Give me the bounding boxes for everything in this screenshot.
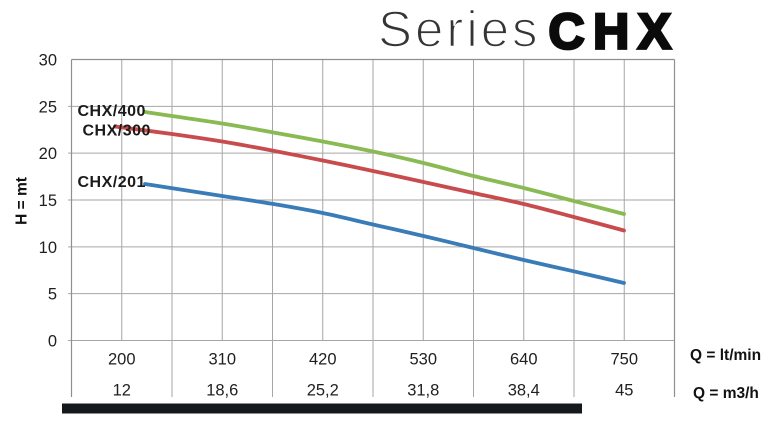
svg-text:31,8: 31,8 (407, 382, 439, 400)
svg-text:10: 10 (39, 239, 57, 257)
svg-text:420: 420 (309, 351, 337, 369)
svg-text:CHX/201: CHX/201 (78, 174, 146, 191)
svg-text:200: 200 (108, 351, 136, 369)
svg-text:640: 640 (510, 351, 538, 369)
svg-text:310: 310 (208, 351, 236, 369)
svg-text:0: 0 (48, 333, 57, 351)
svg-text:CHX/300: CHX/300 (83, 122, 151, 139)
svg-text:CHX/400: CHX/400 (78, 103, 146, 120)
svg-text:H = mt: H = mt (14, 177, 31, 225)
svg-text:5: 5 (48, 286, 57, 304)
svg-text:530: 530 (409, 351, 437, 369)
svg-text:Series: Series (378, 1, 541, 58)
svg-text:20: 20 (39, 145, 57, 163)
svg-text:45: 45 (615, 382, 633, 400)
svg-text:25,2: 25,2 (307, 382, 339, 400)
svg-text:Q = m3/h: Q = m3/h (693, 385, 759, 402)
svg-text:30: 30 (39, 52, 57, 70)
svg-text:38,4: 38,4 (508, 382, 540, 400)
svg-text:25: 25 (39, 98, 57, 116)
svg-text:Q = lt/min: Q = lt/min (690, 347, 761, 364)
svg-text:12: 12 (113, 382, 131, 400)
svg-text:15: 15 (39, 192, 57, 210)
svg-text:CHX: CHX (549, 4, 680, 60)
svg-text:18,6: 18,6 (206, 382, 238, 400)
svg-text:750: 750 (610, 351, 638, 369)
